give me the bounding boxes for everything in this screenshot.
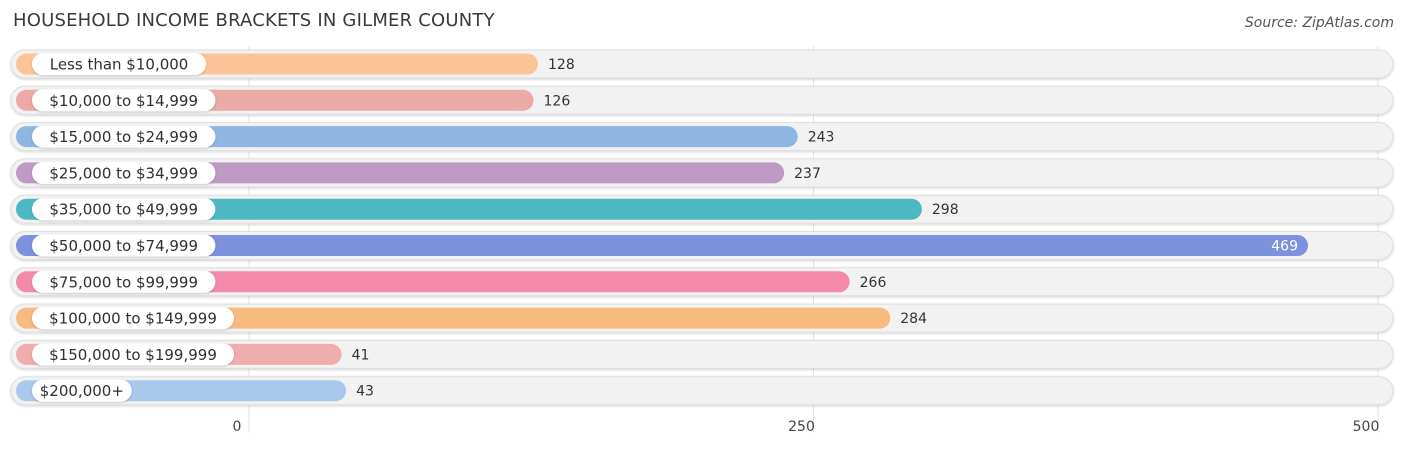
bar-row: $50,000 to $74,999 469 (10, 231, 1394, 260)
bar (16, 235, 1309, 256)
category-pill (32, 125, 216, 148)
value-label: 126 (544, 93, 571, 109)
value-label: 43 (356, 384, 374, 400)
category-label: Less than $10,000 (50, 56, 189, 74)
bar (16, 198, 922, 220)
category-label: $100,000 to $149,999 (49, 310, 217, 328)
bar-track (10, 339, 1394, 369)
x-axis-ticks: 0 250 500 (233, 419, 1380, 435)
value-label: 284 (900, 311, 927, 327)
category-label: $150,000 to $199,999 (49, 346, 217, 364)
value-label: 243 (808, 130, 835, 146)
category-label: $15,000 to $24,999 (49, 128, 198, 146)
category-label: $50,000 to $74,999 (49, 237, 198, 255)
chart-source: Source: ZipAtlas.com (1244, 15, 1394, 31)
x-tick-label: 250 (788, 419, 815, 435)
category-label: $10,000 to $14,999 (49, 92, 198, 110)
category-pill (32, 307, 234, 330)
bar (16, 271, 850, 293)
value-label: 128 (548, 57, 575, 73)
category-pill (32, 270, 216, 293)
value-label: 469 (1271, 239, 1298, 255)
category-pill (32, 89, 216, 112)
category-pill (32, 343, 234, 366)
x-tick-label: 0 (233, 419, 242, 435)
category-pill (32, 198, 216, 221)
bar-row: $25,000 to $34,999 237 (10, 158, 1394, 188)
bar-row: $200,000+ 43 (10, 376, 1394, 406)
bar-rows: Less than $10,000 128 $10,000 to $14,999 12… (10, 49, 1394, 406)
bar-row: $15,000 to $24,999 243 (10, 122, 1394, 152)
x-tick-label: 500 (1353, 419, 1380, 435)
bar-track (10, 376, 1394, 406)
bar-row: $35,000 to $49,999 298 (10, 194, 1394, 224)
category-label: $35,000 to $49,999 (49, 201, 198, 219)
bar-row: Less than $10,000 128 (10, 49, 1394, 79)
bar-row: $100,000 to $149,999 284 (10, 303, 1394, 333)
bar (16, 307, 891, 329)
value-label: 266 (860, 275, 887, 291)
category-label: $200,000+ (40, 382, 124, 400)
category-label: $75,000 to $99,999 (49, 273, 198, 291)
bar-row: $150,000 to $199,999 41 (10, 339, 1394, 369)
category-pill (32, 379, 132, 402)
category-pill (32, 234, 216, 257)
value-label: 298 (932, 202, 959, 218)
bar-row: $75,000 to $99,999 266 (10, 267, 1394, 297)
value-label: 41 (352, 347, 370, 363)
chart-title: HOUSEHOLD INCOME BRACKETS IN GILMER COUN… (13, 10, 495, 31)
bar-row: $10,000 to $14,999 126 (10, 85, 1394, 115)
value-label: 237 (794, 166, 821, 182)
category-label: $25,000 to $34,999 (49, 164, 198, 182)
category-pill (32, 53, 207, 75)
category-pill (32, 161, 216, 184)
